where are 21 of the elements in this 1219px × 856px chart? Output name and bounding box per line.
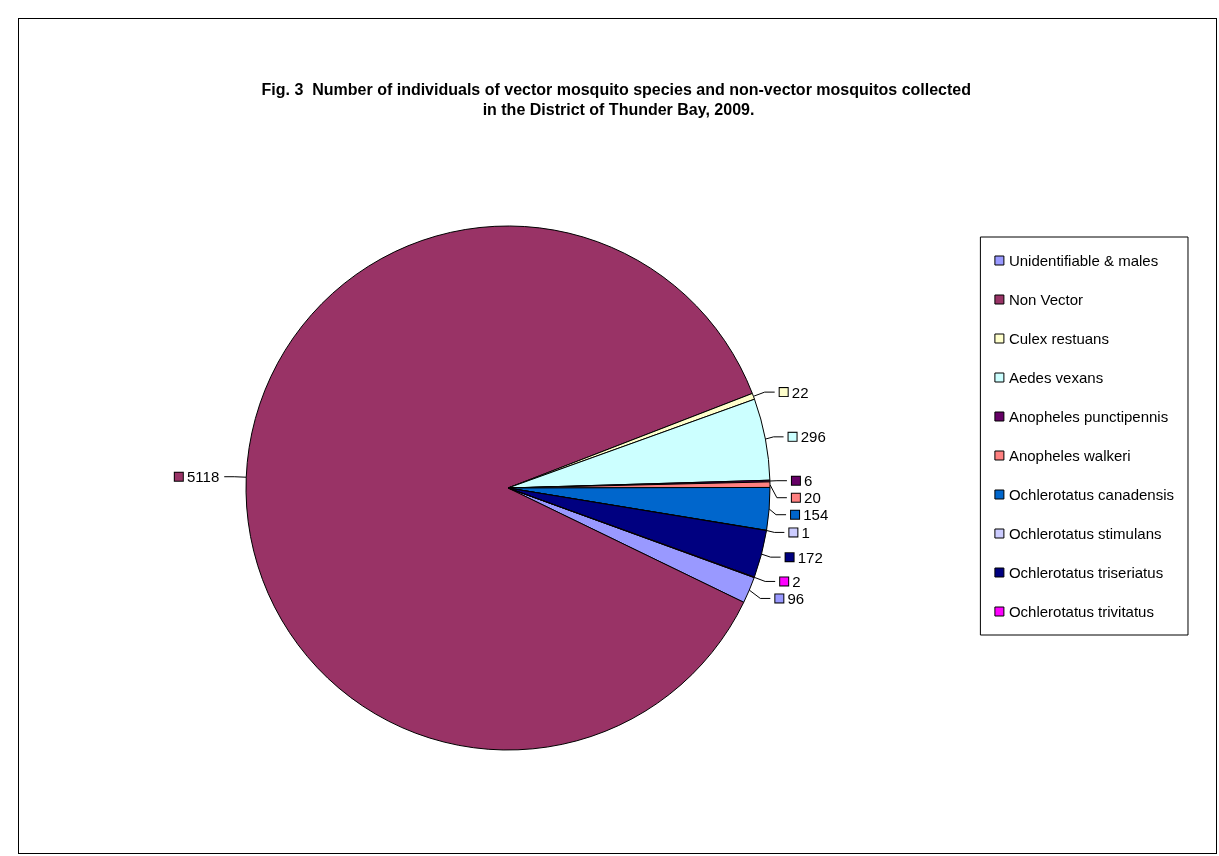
legend-label: Ochlerotatus triseriatus	[1008, 564, 1164, 581]
data-label: 154	[799, 506, 829, 524]
legend-label: Aedes vexans	[1008, 369, 1104, 386]
data-label: 2	[788, 572, 801, 590]
data-label: 296	[796, 428, 826, 446]
legend-label: Anopheles punctipennis	[1008, 408, 1169, 425]
data-label: 172	[793, 548, 823, 566]
data-label: 1	[797, 523, 810, 541]
legend-label: Culex restuans	[1008, 330, 1109, 347]
legend-label: Ochlerotatus trivitatus	[1008, 603, 1154, 620]
legend-label: Ochlerotatus canadensis	[1008, 486, 1175, 503]
data-label: 22	[787, 383, 809, 401]
legend-label: Unidentifiable & males	[1008, 252, 1159, 269]
data-label: 96	[783, 589, 805, 607]
legend-label: Anopheles walkeri	[1008, 447, 1131, 464]
legend-label: Ochlerotatus stimulans	[1008, 525, 1162, 542]
data-label: 6	[799, 472, 813, 490]
data-label: 5118	[182, 468, 220, 486]
legend-label: Non Vector	[1008, 291, 1084, 308]
data-label: 20	[799, 489, 821, 507]
chart-title: Fig. 3 Number of individuals of vector mosquito species and non-vector mosquitos collected in the District of Thunder Bay, 2009.	[261, 80, 976, 118]
